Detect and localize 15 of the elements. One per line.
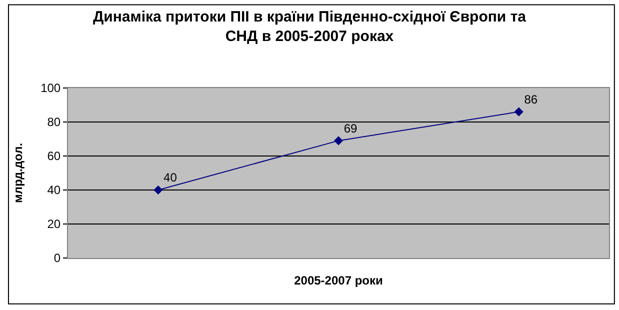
y-tick-label: 20 (47, 217, 61, 232)
data-label: 69 (344, 121, 358, 136)
x-axis-title: 2005-2007 роки (294, 273, 383, 288)
data-label: 40 (164, 170, 178, 185)
point (334, 136, 344, 146)
y-tick-label: 60 (47, 149, 61, 164)
point (514, 107, 524, 116)
chart-title: Динаміка притоки ПІІ в країни Південно-східної Європи та СНД в 2005-2007 роках (92, 8, 527, 46)
y-tick-label: 100 (40, 81, 61, 96)
y-tick-label: 80 (47, 115, 61, 130)
y-axis-title: млрд.дол. (10, 142, 25, 204)
y-tick-label: 0 (54, 251, 61, 266)
y-tick-label: 40 (47, 183, 61, 198)
data-label: 86 (524, 92, 538, 106)
point (154, 185, 163, 195)
